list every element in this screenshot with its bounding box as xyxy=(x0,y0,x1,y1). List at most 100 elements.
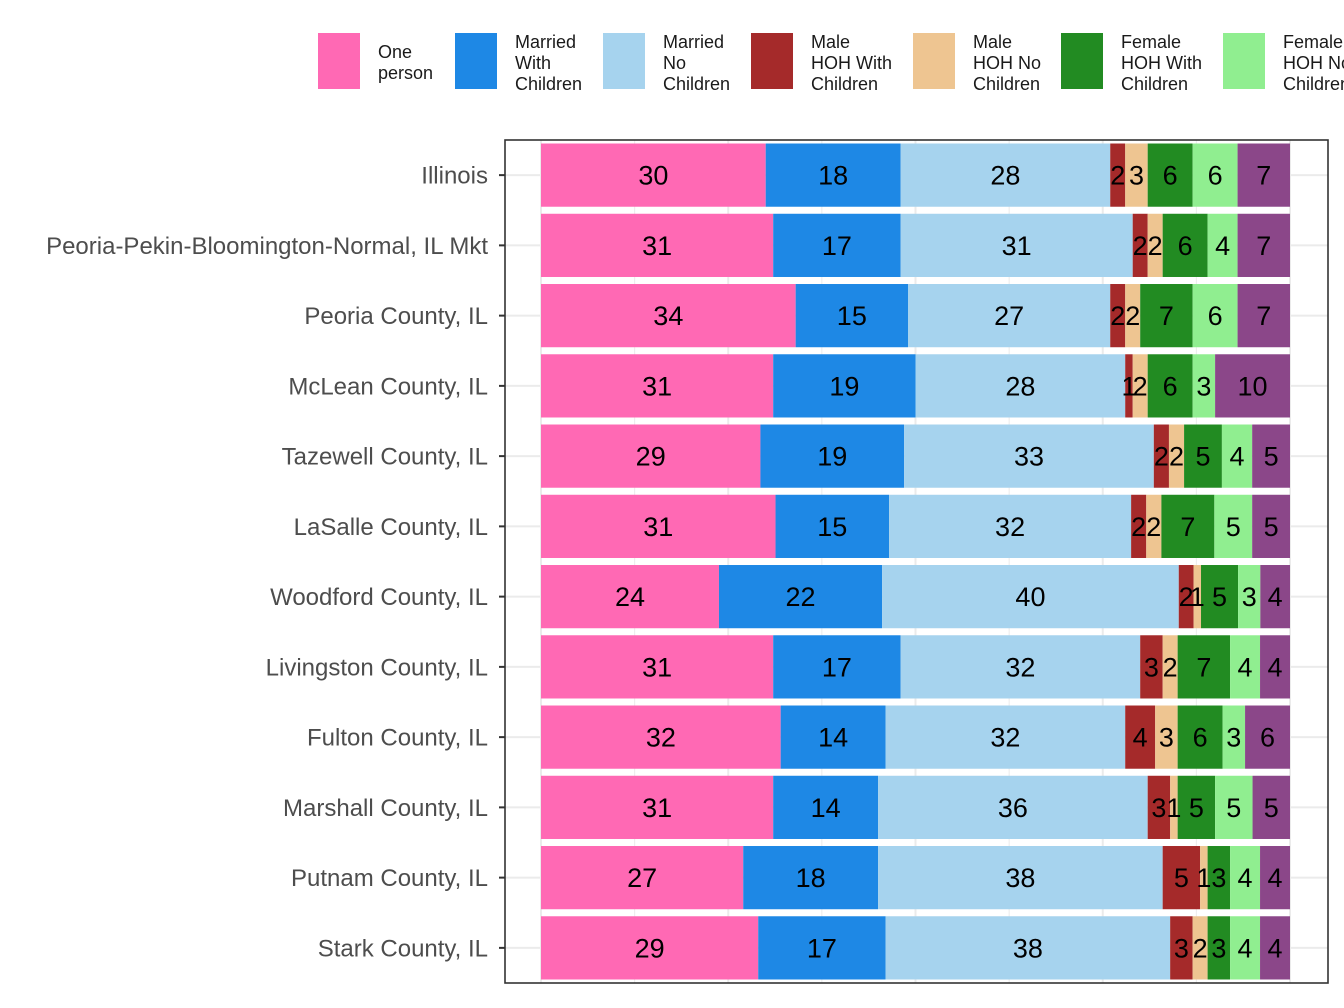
bar-value-label: 2 xyxy=(1169,442,1184,472)
bar-segment-one-person xyxy=(541,775,774,839)
legend-label: One xyxy=(378,42,412,62)
bar-value-label: 32 xyxy=(995,512,1025,542)
bar-segment-one-person xyxy=(541,635,774,699)
bar-segment-male-hoh-with-children xyxy=(1153,424,1169,488)
bar-value-label: 6 xyxy=(1178,231,1193,261)
bar-value-label: 6 xyxy=(1208,301,1223,331)
bar-value-label: 28 xyxy=(990,161,1020,191)
legend-label: Married xyxy=(663,32,724,52)
bar-value-label: 31 xyxy=(642,231,672,261)
bar-segment-married-no-children xyxy=(915,354,1126,418)
bar-segment-one-person xyxy=(541,494,776,558)
legend-key-male-hoh-no-children xyxy=(913,33,955,89)
bar-value-label: 2 xyxy=(1179,582,1194,612)
bar-labels: 30 18 28 2 3 6 6 731 17 31 2 2 6 4 734 15 27 2 2 7 6 731 19 28 1… xyxy=(615,161,1283,964)
bar-value-label: 3 xyxy=(1174,933,1189,963)
bar-value-label: 4 xyxy=(1215,231,1230,261)
bar-value-label: 3 xyxy=(1211,863,1226,893)
bar-segment-male-hoh-no-children xyxy=(1132,354,1148,418)
bar-segment-married-no-children xyxy=(889,494,1132,558)
bar-value-label: 2 xyxy=(1131,512,1146,542)
bar-segment-male-hoh-no-children xyxy=(1170,775,1178,839)
bar-segment-male-hoh-no-children xyxy=(1192,916,1208,980)
y-tick-label: Peoria-Pekin-Bloomington-Normal, IL Mkt xyxy=(46,233,488,260)
y-tick-label: Marshall County, IL xyxy=(283,795,488,822)
y-tick-label: Woodford County, IL xyxy=(270,584,488,611)
bar-segment-other xyxy=(1260,635,1290,699)
y-tick-label: McLean County, IL xyxy=(288,373,488,400)
bar-segment-male-hoh-with-children xyxy=(1125,354,1133,418)
bar-value-label: 5 xyxy=(1174,863,1189,893)
legend-key-male-hoh-with-children xyxy=(751,33,793,89)
bar-value-label: 14 xyxy=(811,793,841,823)
bar-segment-male-hoh-with-children xyxy=(1178,565,1194,629)
bar-segment-male-hoh-no-children xyxy=(1125,143,1148,207)
bar-value-label: 18 xyxy=(796,863,826,893)
bar-value-label: 30 xyxy=(638,161,668,191)
bar-value-label: 34 xyxy=(653,301,683,331)
bar-segment-married-no-children xyxy=(885,705,1126,769)
bar-value-label: 7 xyxy=(1196,652,1211,682)
bar-segment-married-no-children xyxy=(900,213,1133,277)
y-tick-label: Tazewell County, IL xyxy=(282,444,488,471)
bar-value-label: 4 xyxy=(1268,933,1283,963)
bar-segment-male-hoh-with-children xyxy=(1125,705,1156,769)
bar-segment-married-no-children xyxy=(908,284,1111,348)
bar-segment-female-hoh-with-children xyxy=(1207,846,1231,910)
y-tick-label: Fulton County, IL xyxy=(307,725,488,752)
bar-segment-male-hoh-with-children xyxy=(1162,846,1201,910)
bar-segment-married-with-children xyxy=(760,424,905,488)
bar-value-label: 32 xyxy=(1005,652,1035,682)
bar-value-label: 5 xyxy=(1264,793,1279,823)
bar-segment-female-hoh-with-children xyxy=(1177,635,1231,699)
bar-segment-married-with-children xyxy=(758,916,886,980)
bar-value-label: 3 xyxy=(1226,723,1241,753)
bar-segment-other xyxy=(1260,846,1290,910)
bar-value-label: 5 xyxy=(1264,512,1279,542)
bar-segment-male-hoh-with-children xyxy=(1131,494,1147,558)
bar-value-label: 5 xyxy=(1264,442,1279,472)
bar-value-label: 4 xyxy=(1238,652,1253,682)
bar-value-label: 4 xyxy=(1268,652,1283,682)
bar-value-label: 2 xyxy=(1133,231,1148,261)
bar-value-label: 27 xyxy=(627,863,657,893)
legend-label: HOH No xyxy=(973,53,1041,73)
bar-value-label: 32 xyxy=(646,723,676,753)
legend-label: With xyxy=(515,53,551,73)
bar-segment-one-person xyxy=(541,354,774,418)
bar-segment-other xyxy=(1260,916,1290,980)
legend-key-married-with-children xyxy=(455,33,497,89)
bar-segment-female-hoh-with-children xyxy=(1147,354,1193,418)
bar-value-label: 5 xyxy=(1226,793,1241,823)
bar-value-label: 15 xyxy=(817,512,847,542)
bar-value-label: 3 xyxy=(1242,582,1257,612)
bar-segment-female-hoh-with-children xyxy=(1177,705,1223,769)
bar-value-label: 40 xyxy=(1015,582,1045,612)
bar-segment-one-person xyxy=(541,565,719,629)
bar-value-label: 18 xyxy=(818,161,848,191)
bar-value-label: 31 xyxy=(1002,231,1032,261)
bar-value-label: 2 xyxy=(1193,933,1208,963)
legend-key-one-person xyxy=(318,33,360,89)
bar-value-label: 6 xyxy=(1193,723,1208,753)
bar-segment-other xyxy=(1252,775,1290,839)
bar-segment-male-hoh-with-children xyxy=(1140,635,1163,699)
bar-value-label: 19 xyxy=(829,371,859,401)
bar-segment-male-hoh-no-children xyxy=(1200,846,1208,910)
bar-value-label: 2 xyxy=(1133,371,1148,401)
bar-value-label: 2 xyxy=(1154,442,1169,472)
bar-segment-other xyxy=(1237,143,1290,207)
y-tick-label: Illinois xyxy=(421,163,488,190)
bar-value-label: 17 xyxy=(807,933,837,963)
legend-label: Children xyxy=(1283,74,1344,94)
bar-segment-married-no-children xyxy=(878,846,1163,910)
bar-value-label: 4 xyxy=(1230,442,1245,472)
bar-segment-female-hoh-no-children xyxy=(1192,284,1238,348)
bar-segment-other xyxy=(1252,494,1290,558)
bar-value-label: 19 xyxy=(817,442,847,472)
bar-value-label: 31 xyxy=(642,793,672,823)
bar-value-label: 2 xyxy=(1163,652,1178,682)
bar-value-label: 1 xyxy=(1196,863,1211,893)
bar-value-label: 7 xyxy=(1180,512,1195,542)
